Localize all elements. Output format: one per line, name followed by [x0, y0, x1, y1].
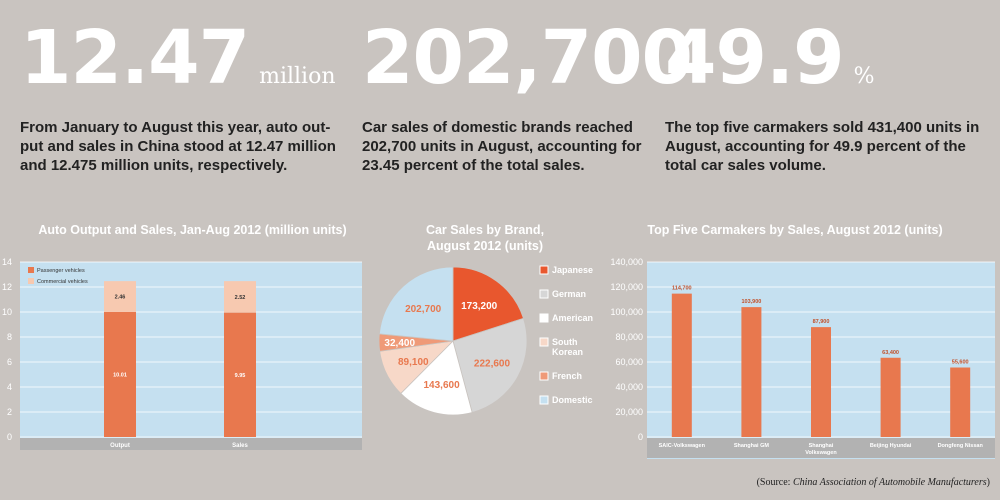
y-tick-label: 80,000: [615, 332, 643, 342]
carmakers-chart: 0 20,000 40,000 60,000 80,000 100,000 120,000 1…: [610, 257, 995, 459]
pie-slice: [452, 266, 524, 342]
y-tick-label: 0: [7, 432, 12, 442]
legend-swatch: [539, 265, 549, 275]
data-label: 114,700: [672, 286, 692, 292]
legend-label: French: [552, 371, 582, 381]
x-axis-band: [20, 438, 362, 450]
legend-label: German: [552, 289, 586, 299]
y-tick-label: 100,000: [610, 307, 643, 317]
x-tick-label: Output: [110, 443, 130, 449]
brand-pie-chart: 173,200 222,600 143,600 89,100 32,400 202,700…: [378, 265, 593, 416]
stat-unit: %: [853, 64, 875, 89]
stat-value: 12.47: [20, 15, 250, 101]
stat-description: The top five carmakers sold 431,400 unit…: [665, 119, 980, 174]
source-prefix: (Source:: [756, 477, 793, 488]
legend-label: American: [552, 313, 593, 323]
stat-unit: million: [259, 64, 336, 89]
legend-swatch: [28, 267, 34, 273]
bar: [880, 357, 901, 437]
legend-label: Passenger vehicles: [37, 268, 85, 274]
x-axis-band: [647, 438, 995, 458]
legend-label: Korean: [552, 347, 583, 357]
slice-label: 173,200: [461, 301, 498, 312]
y-tick-label: 140,000: [610, 257, 643, 267]
data-label: 63,400: [882, 350, 899, 356]
legend-swatch: [539, 313, 549, 323]
legend-swatch: [539, 395, 549, 405]
data-label: 9.95: [235, 373, 246, 379]
stat-domestic: 202,700: [362, 18, 702, 98]
output-sales-chart: 0 2 4 6 8 10 12 14 10.01 2.46 Output 9.95 2.52 Sales P…: [2, 257, 362, 450]
legend-swatch: [539, 289, 549, 299]
data-label: 55,600: [952, 360, 969, 366]
stat-output: 12.47 million: [20, 18, 336, 98]
y-tick-label: 8: [7, 332, 12, 342]
y-tick-label: 12: [2, 282, 12, 292]
slice-label: 143,600: [423, 380, 460, 391]
y-tick-label: 4: [7, 382, 12, 392]
bar-segment: [104, 311, 136, 437]
bar: [811, 327, 831, 437]
chart-title: Top Five Carmakers by Sales, August 2012…: [647, 223, 943, 237]
pie-slice: [400, 340, 473, 416]
y-tick-label: 6: [7, 357, 12, 367]
pie-slice: [452, 317, 528, 413]
chart-title: Auto Output and Sales, Jan-Aug 2012 (mil…: [38, 223, 347, 237]
stat-description: Car sales of domestic brands reached 202…: [362, 119, 642, 174]
legend-label: Domestic: [552, 395, 593, 405]
legend-label: Commercial vehicles: [37, 279, 88, 285]
x-tick-label: Sales: [232, 443, 248, 449]
pie-slice: [378, 266, 454, 342]
plot-background: [20, 262, 362, 450]
x-tick-label: Shanghai: [809, 443, 834, 449]
legend-swatch: [28, 278, 34, 284]
bar-segment: [104, 281, 136, 312]
data-label: 10.01: [113, 372, 127, 378]
stat-description: From January to August this year, auto o…: [20, 119, 336, 174]
y-tick-label: 14: [2, 257, 12, 267]
slice-label: 32,400: [384, 338, 415, 349]
slice-label: 89,100: [398, 357, 429, 368]
bar: [671, 293, 692, 437]
bar-segment: [224, 312, 256, 437]
bar: [950, 367, 971, 437]
source-note: (Source: China Association of Automobile…: [757, 477, 990, 488]
y-tick-label: 60,000: [615, 357, 643, 367]
x-tick-label: Dongfeng Nissan: [938, 443, 984, 449]
x-tick-label: Volkswagen: [805, 450, 837, 456]
data-label: 2.46: [115, 295, 126, 301]
source-suffix: ): [986, 477, 990, 488]
y-tick-label: 10: [2, 307, 12, 317]
y-tick-label: 0: [638, 432, 643, 442]
y-tick-label: 20,000: [615, 407, 643, 417]
stat-value: 49.9: [665, 15, 845, 101]
data-label: 87,900: [813, 319, 830, 325]
data-label: 103,900: [741, 299, 761, 305]
x-tick-label: Beijing Hyundai: [870, 443, 912, 449]
y-tick-label: 120,000: [610, 282, 643, 292]
x-tick-label: Shanghai GM: [734, 443, 770, 449]
stat-value: 202,700: [362, 15, 693, 101]
chart-title: Car Sales by Brand, August 2012 (units): [425, 223, 545, 253]
y-tick-label: 40,000: [615, 382, 643, 392]
bar: [741, 307, 762, 437]
legend-swatch: [539, 337, 549, 347]
stat-top-five: 49.9%: [665, 18, 875, 98]
legend-swatch: [539, 371, 549, 381]
legend-label: Japanese: [552, 265, 593, 275]
bar-segment: [224, 281, 256, 313]
source-name: China Association of Automobile Manufact…: [792, 477, 987, 488]
legend-label: South: [552, 337, 578, 347]
slice-label: 222,600: [474, 358, 511, 369]
slice-label: 202,700: [405, 304, 442, 315]
x-tick-label: SAIC-Volkswagen: [659, 443, 706, 449]
data-label: 2.52: [235, 295, 246, 301]
y-tick-label: 2: [7, 407, 12, 417]
